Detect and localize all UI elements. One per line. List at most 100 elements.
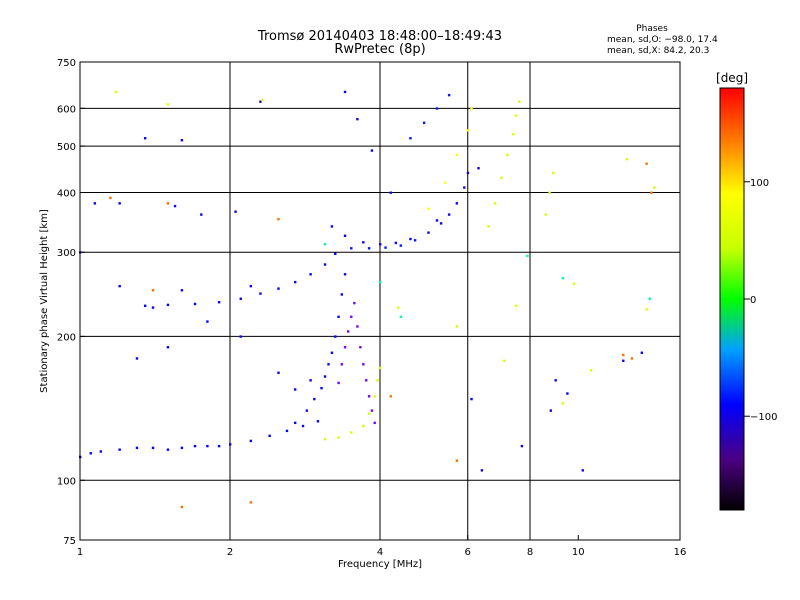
- colorbar-bracket-right: ]: [743, 71, 748, 85]
- data-point: [305, 409, 309, 412]
- data-point: [285, 429, 289, 433]
- data-point: [343, 90, 347, 94]
- data-point: [506, 153, 509, 157]
- data-point: [173, 204, 177, 208]
- data-point: [268, 434, 271, 438]
- data-point: [118, 202, 121, 205]
- data-point: [350, 315, 353, 319]
- data-point: [493, 202, 497, 205]
- data-point: [561, 402, 564, 405]
- data-point: [316, 420, 320, 423]
- data-point: [337, 436, 340, 439]
- data-point: [439, 222, 443, 225]
- data-point: [293, 421, 297, 425]
- data-point: [206, 320, 209, 323]
- data-point: [503, 359, 506, 362]
- data-point: [515, 114, 518, 117]
- data-point: [337, 381, 340, 385]
- data-point: [455, 153, 459, 157]
- y-tick-label: 400: [57, 188, 76, 199]
- chart-title-line1: Tromsø 20140403 18:48:00–18:49:43: [257, 29, 502, 44]
- data-point: [293, 280, 297, 284]
- data-point: [166, 303, 170, 307]
- data-point: [622, 353, 625, 357]
- data-point: [427, 207, 430, 211]
- data-point: [151, 306, 155, 309]
- data-point: [409, 237, 412, 241]
- data-point: [566, 392, 569, 395]
- data-point: [313, 397, 316, 401]
- data-point: [330, 225, 334, 228]
- data-point: [166, 346, 170, 349]
- data-point: [455, 325, 459, 328]
- data-point: [180, 446, 184, 450]
- data-point: [239, 335, 242, 338]
- y-tick-label: 75: [63, 536, 76, 547]
- colorbar-tick-label: 100: [750, 178, 769, 189]
- data-point: [520, 444, 524, 448]
- data-point: [309, 379, 312, 382]
- data-point: [640, 351, 644, 354]
- x-tick-label: 4: [377, 547, 383, 558]
- data-point: [309, 273, 312, 276]
- data-point: [455, 459, 459, 462]
- data-point: [356, 117, 359, 121]
- x-tick-label: 6: [465, 547, 471, 558]
- data-point: [379, 243, 382, 246]
- data-point: [435, 219, 439, 222]
- y-axis-label: Stationary phase Virtual Height [km]: [39, 209, 50, 393]
- data-point: [293, 388, 297, 391]
- data-point: [379, 366, 382, 370]
- data-point: [625, 158, 628, 161]
- y-tick-label: 100: [57, 476, 76, 487]
- data-point: [367, 395, 371, 398]
- data-point: [277, 218, 280, 221]
- data-point: [362, 424, 365, 428]
- data-point: [166, 448, 170, 451]
- data-point: [323, 243, 327, 246]
- data-point: [229, 443, 232, 446]
- y-tick-label: 750: [57, 58, 76, 69]
- data-point: [384, 246, 387, 249]
- data-point: [249, 439, 253, 443]
- data-point: [544, 213, 548, 216]
- data-point: [455, 202, 459, 205]
- data-point: [572, 282, 576, 285]
- data-point: [118, 284, 121, 288]
- data-point: [370, 149, 374, 152]
- data-point: [422, 121, 426, 125]
- data-point: [93, 202, 97, 205]
- data-point: [166, 202, 170, 205]
- data-point: [589, 369, 593, 372]
- data-point: [330, 351, 334, 354]
- data-point: [370, 409, 374, 412]
- data-point: [554, 379, 557, 382]
- data-point: [151, 446, 155, 450]
- data-point: [397, 306, 400, 309]
- data-point: [193, 444, 197, 448]
- data-point: [350, 431, 353, 434]
- data-point: [477, 167, 480, 170]
- data-point: [259, 100, 262, 103]
- data-point: [200, 213, 203, 216]
- x-tick-label: 2: [227, 547, 233, 558]
- plot-area: [79, 62, 680, 540]
- data-point: [512, 133, 515, 136]
- data-point: [337, 315, 340, 319]
- data-point: [447, 93, 451, 97]
- data-point: [99, 450, 103, 453]
- data-point: [367, 412, 371, 415]
- data-point: [193, 302, 197, 306]
- data-point: [206, 444, 209, 448]
- chart-title-line2: RwPretec (8p): [334, 42, 425, 57]
- data-point: [277, 287, 280, 290]
- data-point: [217, 301, 221, 304]
- y-tick-label: 200: [57, 332, 76, 343]
- data-point: [470, 107, 473, 110]
- data-point: [517, 100, 521, 103]
- data-point: [447, 213, 451, 216]
- data-point: [135, 357, 139, 360]
- data-point: [365, 379, 368, 382]
- data-point: [427, 231, 430, 234]
